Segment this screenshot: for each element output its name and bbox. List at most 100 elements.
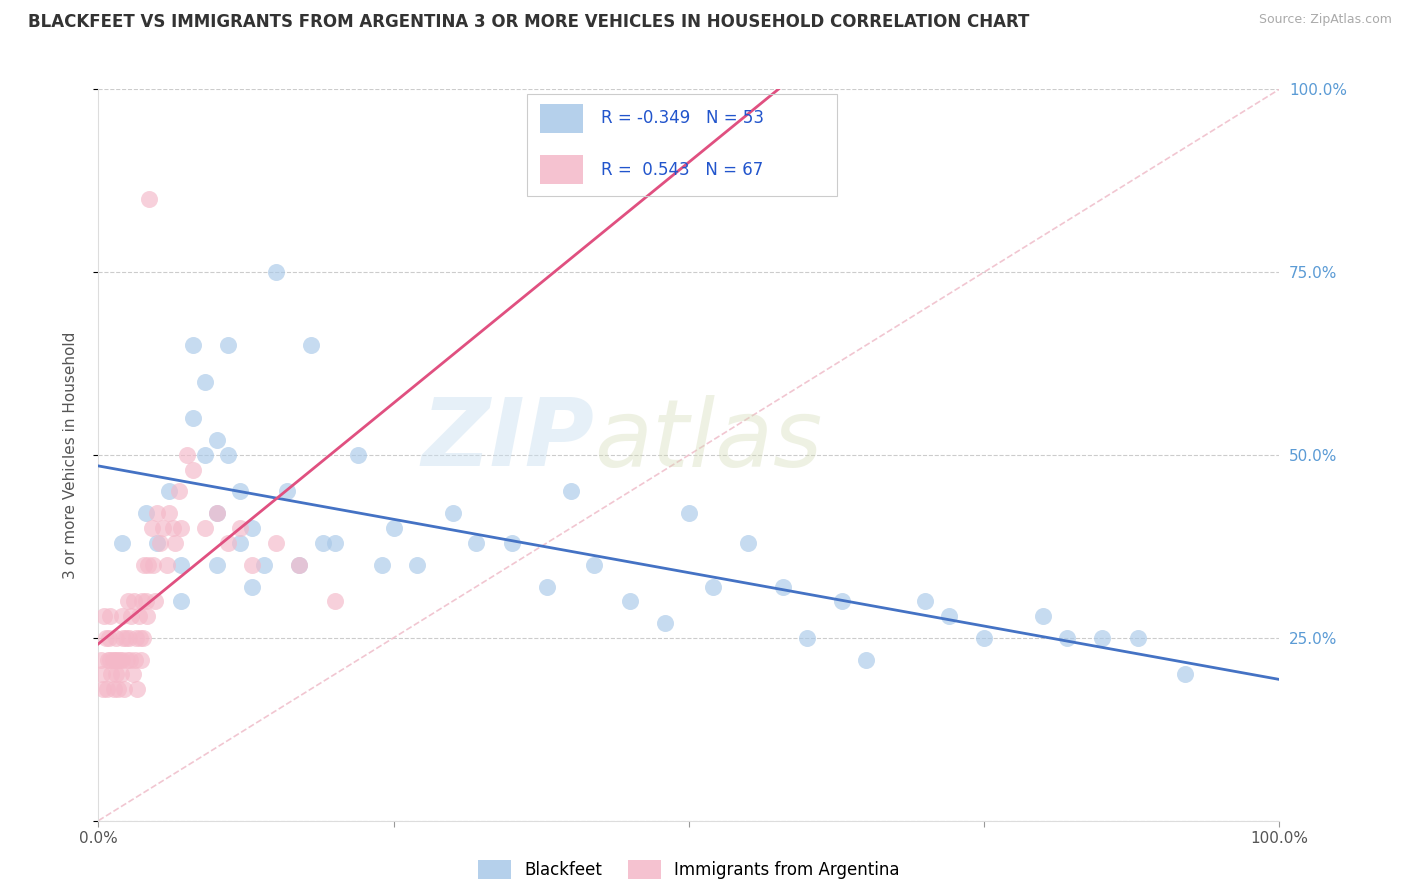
- Point: [96, 681, 118, 696]
- Point: [108, 653, 131, 667]
- Point: [1174, 667, 1197, 681]
- Point: [288, 558, 311, 572]
- Point: [181, 462, 204, 476]
- Point: [143, 594, 166, 608]
- Point: [560, 484, 582, 499]
- Point: [132, 631, 155, 645]
- Point: [134, 558, 156, 572]
- Point: [114, 631, 136, 645]
- Point: [93, 608, 115, 623]
- Point: [115, 653, 138, 667]
- Point: [205, 507, 228, 521]
- Point: [152, 521, 174, 535]
- Point: [98, 631, 121, 645]
- Text: BLACKFEET VS IMMIGRANTS FROM ARGENTINA 3 OR MORE VEHICLES IN HOUSEHOLD CORRELATI: BLACKFEET VS IMMIGRANTS FROM ARGENTINA 3…: [28, 13, 1029, 31]
- Point: [855, 653, 877, 667]
- Point: [101, 653, 124, 667]
- Point: [129, 653, 152, 667]
- Point: [128, 631, 150, 645]
- Point: [796, 631, 818, 645]
- Point: [91, 681, 114, 696]
- Point: [157, 484, 180, 499]
- Point: [105, 667, 128, 681]
- Point: [240, 580, 263, 594]
- Point: [1032, 608, 1054, 623]
- Point: [205, 434, 228, 448]
- Point: [98, 653, 121, 667]
- Point: [120, 653, 142, 667]
- Point: [253, 558, 276, 572]
- Point: [441, 507, 464, 521]
- Point: [217, 535, 239, 549]
- Text: R = -0.349   N = 53: R = -0.349 N = 53: [602, 110, 765, 128]
- Point: [312, 535, 335, 549]
- Point: [264, 265, 287, 279]
- Bar: [540, 155, 583, 184]
- Point: [205, 558, 228, 572]
- Point: [127, 681, 149, 696]
- Point: [938, 608, 960, 623]
- Point: [217, 338, 239, 352]
- Point: [299, 338, 322, 352]
- Point: [229, 535, 252, 549]
- Point: [112, 631, 135, 645]
- Point: [146, 535, 169, 549]
- Point: [1091, 631, 1114, 645]
- Point: [111, 653, 134, 667]
- Point: [112, 681, 135, 696]
- Point: [288, 558, 311, 572]
- Point: [737, 535, 759, 549]
- Point: [371, 558, 394, 572]
- Point: [229, 521, 252, 535]
- Point: [323, 594, 346, 608]
- Point: [583, 558, 606, 572]
- Point: [146, 507, 169, 521]
- Point: [105, 631, 128, 645]
- Point: [149, 535, 172, 549]
- Point: [124, 653, 146, 667]
- Point: [205, 507, 228, 521]
- Point: [121, 667, 143, 681]
- Point: [382, 521, 405, 535]
- Point: [157, 507, 180, 521]
- Point: [156, 558, 179, 572]
- Point: [105, 653, 128, 667]
- Point: [465, 535, 488, 549]
- Point: [181, 338, 204, 352]
- Point: [118, 631, 141, 645]
- Point: [276, 484, 298, 499]
- Point: [1126, 631, 1149, 645]
- Point: [100, 667, 122, 681]
- Point: [167, 484, 190, 499]
- Point: [136, 558, 159, 572]
- Point: [107, 681, 129, 696]
- Point: [138, 192, 160, 206]
- Point: [103, 681, 125, 696]
- Point: [97, 653, 120, 667]
- Text: R =  0.543   N = 67: R = 0.543 N = 67: [602, 161, 763, 178]
- Point: [170, 594, 193, 608]
- Point: [619, 594, 641, 608]
- Point: [973, 631, 995, 645]
- Point: [90, 653, 112, 667]
- Point: [217, 448, 239, 462]
- Point: [170, 558, 193, 572]
- Point: [122, 594, 145, 608]
- Point: [125, 631, 148, 645]
- Point: [98, 608, 121, 623]
- Point: [240, 521, 263, 535]
- Point: [194, 521, 217, 535]
- Point: [240, 558, 263, 572]
- Text: Source: ZipAtlas.com: Source: ZipAtlas.com: [1258, 13, 1392, 27]
- Point: [194, 448, 217, 462]
- Point: [135, 594, 157, 608]
- Point: [142, 558, 165, 572]
- Point: [702, 580, 724, 594]
- Point: [1056, 631, 1078, 645]
- Point: [165, 535, 187, 549]
- Point: [406, 558, 429, 572]
- Point: [141, 521, 163, 535]
- Point: [229, 484, 252, 499]
- Bar: [540, 104, 583, 133]
- Point: [128, 608, 150, 623]
